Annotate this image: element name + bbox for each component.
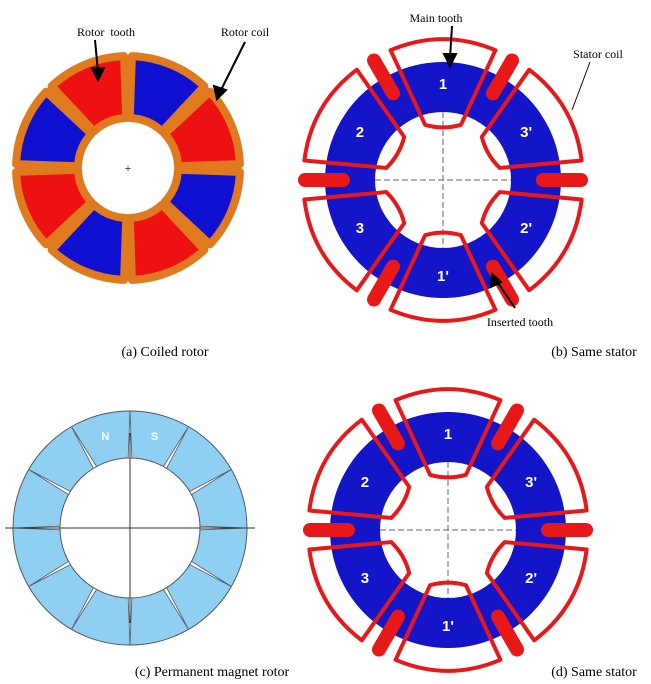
arrowhead bbox=[214, 86, 226, 99]
phase-label: 2 bbox=[361, 474, 369, 491]
phase-label: 2 bbox=[356, 124, 364, 141]
caption: (c) Permanent magnet rotor bbox=[135, 665, 290, 680]
stator-b: 1 3' 2' 1' 3 2 bbox=[304, 39, 581, 321]
stator-d: 1 3' 2' 1' 3 2 bbox=[309, 389, 586, 671]
pole-label: N bbox=[101, 431, 109, 443]
phase-label: 2' bbox=[520, 220, 532, 237]
phase-label: 1' bbox=[437, 268, 449, 285]
label: Stator coil bbox=[573, 47, 623, 61]
label: Main tooth bbox=[410, 11, 463, 25]
phase-label: 3 bbox=[356, 220, 364, 237]
label: Rotor tooth bbox=[77, 25, 135, 39]
pole-label: S bbox=[151, 431, 158, 443]
phase-label: 2' bbox=[525, 570, 537, 587]
label: Inserted tooth bbox=[487, 315, 553, 329]
phase-label: 3' bbox=[520, 124, 532, 141]
caption: (b) Same stator bbox=[551, 345, 637, 360]
caption: (a) Coiled rotor bbox=[121, 345, 208, 360]
arrow bbox=[220, 42, 245, 92]
arrow bbox=[572, 62, 590, 110]
caption: (d) Same stator bbox=[551, 665, 637, 680]
phase-label: 1' bbox=[442, 618, 454, 635]
center-mark: + bbox=[125, 161, 132, 175]
phase-label: 1 bbox=[444, 426, 452, 443]
phase-label: 3 bbox=[361, 570, 369, 587]
label: Rotor coil bbox=[221, 25, 270, 39]
coiled-rotor: + bbox=[16, 56, 240, 280]
phase-label: 1 bbox=[439, 76, 447, 93]
phase-label: 3' bbox=[525, 474, 537, 491]
figure: + 13'2'1'32 NS 13'2'1'32 Rotor tooth Rot… bbox=[0, 0, 651, 684]
